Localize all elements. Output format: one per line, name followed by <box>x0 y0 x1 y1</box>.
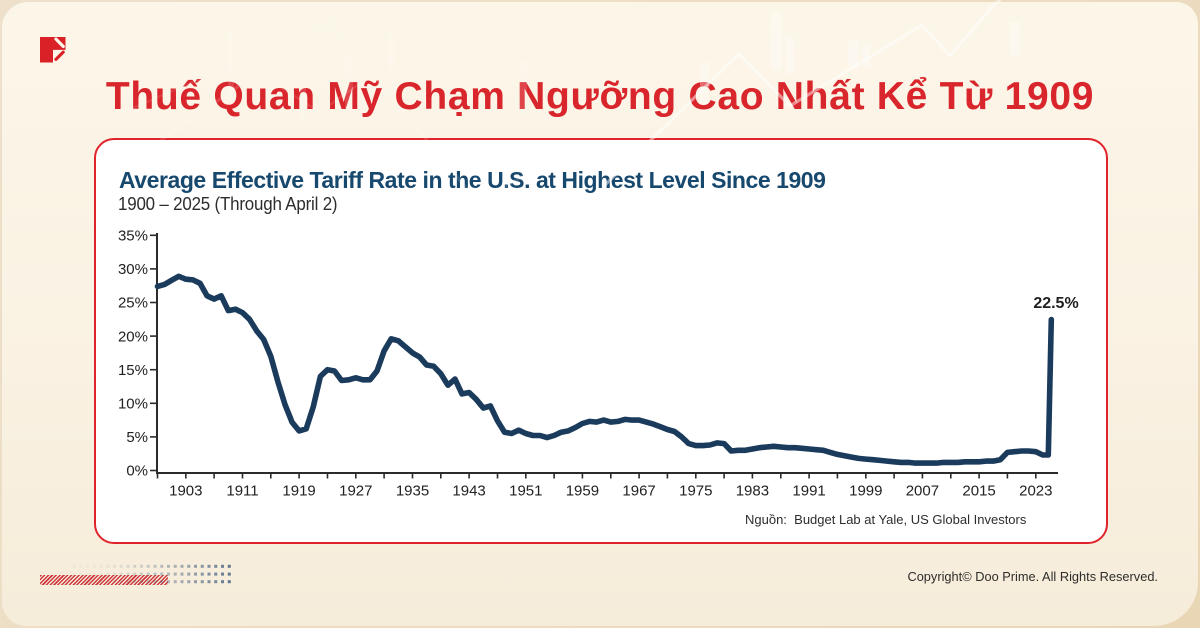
svg-text:1959: 1959 <box>566 483 599 500</box>
svg-text:30%: 30% <box>118 261 148 278</box>
svg-text:2023: 2023 <box>1019 483 1052 500</box>
svg-text:2015: 2015 <box>962 483 995 500</box>
svg-text:1943: 1943 <box>452 483 485 500</box>
svg-text:1935: 1935 <box>396 483 429 500</box>
svg-text:15%: 15% <box>118 362 148 379</box>
svg-text:1999: 1999 <box>849 483 882 500</box>
svg-text:35%: 35% <box>118 228 148 245</box>
svg-text:1927: 1927 <box>339 483 372 500</box>
svg-text:20%: 20% <box>118 328 148 345</box>
svg-text:1983: 1983 <box>736 483 769 500</box>
svg-text:5%: 5% <box>126 429 148 446</box>
svg-text:1967: 1967 <box>622 483 655 500</box>
svg-text:1951: 1951 <box>509 483 542 500</box>
svg-text:1911: 1911 <box>226 483 258 500</box>
svg-text:1919: 1919 <box>282 483 315 500</box>
svg-text:1991: 1991 <box>792 483 825 500</box>
svg-text:1903: 1903 <box>169 483 202 500</box>
svg-text:2007: 2007 <box>906 483 939 500</box>
svg-text:0%: 0% <box>126 463 148 480</box>
svg-text:1975: 1975 <box>679 483 712 500</box>
svg-text:10%: 10% <box>118 396 148 413</box>
svg-text:25%: 25% <box>118 295 148 312</box>
